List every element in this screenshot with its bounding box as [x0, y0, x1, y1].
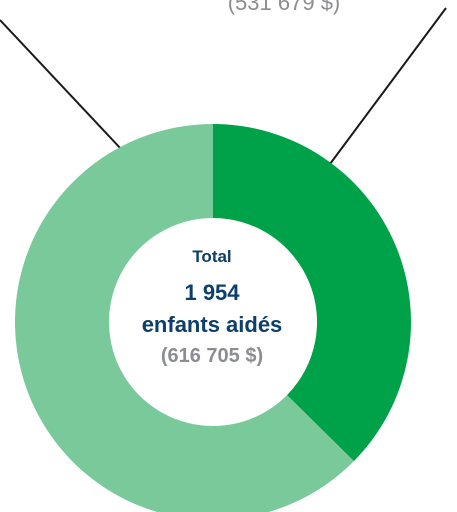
donut-slices — [15, 124, 411, 512]
center-unit: enfants aidés — [142, 312, 283, 337]
callout-top-amount: (531 679 $) — [228, 0, 341, 15]
leader-line-left — [0, 19, 123, 151]
center-amount: (616 705 $) — [161, 345, 263, 367]
donut-slice-1 — [213, 124, 411, 462]
center-count: 1 954 — [184, 280, 240, 305]
leader-line-right — [329, 7, 447, 165]
donut-slice-2 — [15, 124, 354, 512]
center-total-label: Total — [192, 247, 231, 266]
